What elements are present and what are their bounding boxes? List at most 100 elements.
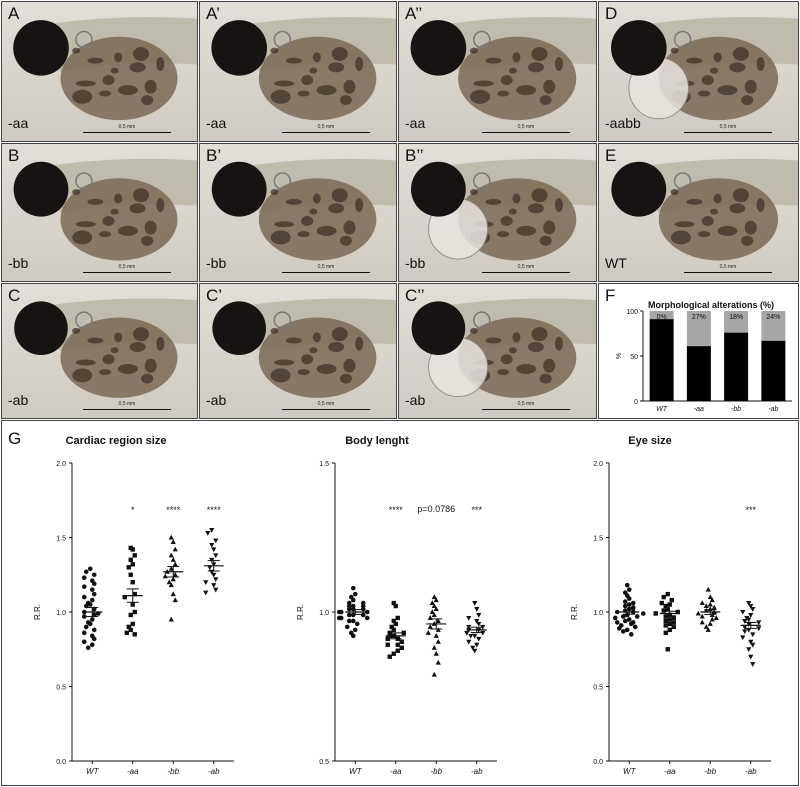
yolk-pigment xyxy=(309,347,318,354)
scale-label: 0,5 mm xyxy=(517,264,535,270)
yolk-pigment xyxy=(470,89,491,104)
yolk-pigment xyxy=(285,57,302,64)
larva-drawing xyxy=(2,2,197,141)
yolk-pigment xyxy=(297,231,310,238)
y-axis-label: R.R. xyxy=(570,604,579,620)
yolk-pigment xyxy=(87,198,104,205)
yolk-pigment xyxy=(141,373,154,384)
yolk-pigment xyxy=(129,62,146,73)
data-point xyxy=(350,606,356,612)
yolk-pigment xyxy=(274,221,295,228)
yolk-pigment xyxy=(554,198,563,213)
larva-drawing xyxy=(399,2,596,141)
data-point xyxy=(168,616,174,622)
bar-segment xyxy=(724,311,749,333)
yolk-pigment xyxy=(741,235,754,246)
data-point xyxy=(750,662,756,667)
data-point xyxy=(213,587,219,593)
panel-label: B’’ xyxy=(405,146,424,165)
data-point xyxy=(431,612,437,617)
bar-segment xyxy=(686,311,711,347)
data-point xyxy=(433,633,439,638)
data-point xyxy=(431,644,437,650)
data-point xyxy=(707,594,713,600)
data-point xyxy=(667,621,672,627)
micrograph-panel-b: B -bb 0,5 mm xyxy=(1,143,198,282)
data-point xyxy=(667,627,672,633)
yolk-pigment xyxy=(270,188,279,195)
category-label: -aa xyxy=(664,767,676,776)
chart-title: Cardiac region size xyxy=(66,435,167,447)
yolk-pigment xyxy=(485,57,502,64)
category-label: WT xyxy=(349,767,363,776)
data-point xyxy=(207,565,213,571)
panel-label: E xyxy=(605,146,617,165)
scale-line xyxy=(482,409,570,410)
yolk-pigment xyxy=(710,208,719,215)
data-point xyxy=(162,573,168,579)
yolk-pigment xyxy=(698,90,711,97)
data-point xyxy=(81,584,87,589)
data-point xyxy=(630,605,636,610)
data-point xyxy=(632,624,638,630)
bar-segment xyxy=(761,311,786,341)
eye xyxy=(611,161,667,217)
data-point xyxy=(209,542,215,548)
yolk-pigment xyxy=(698,231,711,238)
yolk-pigment xyxy=(339,235,352,246)
y-tick-label: 0.5 xyxy=(319,759,329,766)
otic-vesicle xyxy=(472,172,491,190)
category-label: -ab xyxy=(471,767,483,776)
yolk-pigment xyxy=(527,341,544,352)
data-point xyxy=(709,616,715,622)
data-point xyxy=(172,571,178,577)
yolk-pigment xyxy=(554,56,563,71)
scale-label: 0,5 mm xyxy=(317,264,335,270)
y-axis-label: R.R. xyxy=(296,604,305,620)
data-point xyxy=(665,606,670,612)
data-point xyxy=(213,577,219,583)
yolk-pigment xyxy=(741,95,754,106)
yolk-pigment xyxy=(500,215,513,226)
data-point xyxy=(391,627,396,633)
scale-line xyxy=(482,132,570,133)
scale-line xyxy=(684,272,772,273)
data-point xyxy=(130,547,135,552)
data-point xyxy=(669,597,674,603)
yolk-pigment xyxy=(117,85,138,96)
yolk-pigment xyxy=(527,62,544,73)
category-label: -ab xyxy=(208,767,220,776)
yolk-pigment xyxy=(516,363,537,374)
data-point xyxy=(750,642,756,648)
data-point xyxy=(480,630,486,636)
yolk-pigment xyxy=(331,327,348,342)
yolk-pigment xyxy=(75,80,96,87)
data-point xyxy=(435,618,441,623)
data-point xyxy=(87,566,93,572)
category-label: -bb xyxy=(430,767,442,776)
data-point xyxy=(671,624,676,630)
yolk-pigment xyxy=(102,354,115,365)
yolk-pigment xyxy=(339,95,352,106)
panel-g-scatter-plots: G Cardiac region size 0.0 0.5 1.0 1.5 2.0 R.R.… xyxy=(1,420,799,786)
data-point xyxy=(350,618,356,624)
panel-label: F xyxy=(605,286,616,305)
scale-line xyxy=(482,272,570,273)
panel-label: D xyxy=(605,4,618,23)
genotype-label: -aa xyxy=(8,115,29,131)
data-point xyxy=(364,609,370,615)
data-point xyxy=(350,597,356,603)
data-point xyxy=(435,639,441,644)
larva-image xyxy=(599,2,798,141)
data-point xyxy=(433,606,439,612)
data-point xyxy=(168,582,174,588)
yolk-pigment xyxy=(469,188,478,195)
data-point xyxy=(399,639,404,644)
data-point xyxy=(472,601,478,606)
data-point xyxy=(213,553,219,559)
yolk-pigment xyxy=(312,193,321,204)
micrograph-panel-e: E WT 0,5 mm xyxy=(598,143,799,282)
otic-vesicle xyxy=(75,311,93,329)
data-point xyxy=(612,615,618,621)
yolk-pigment xyxy=(554,336,563,351)
